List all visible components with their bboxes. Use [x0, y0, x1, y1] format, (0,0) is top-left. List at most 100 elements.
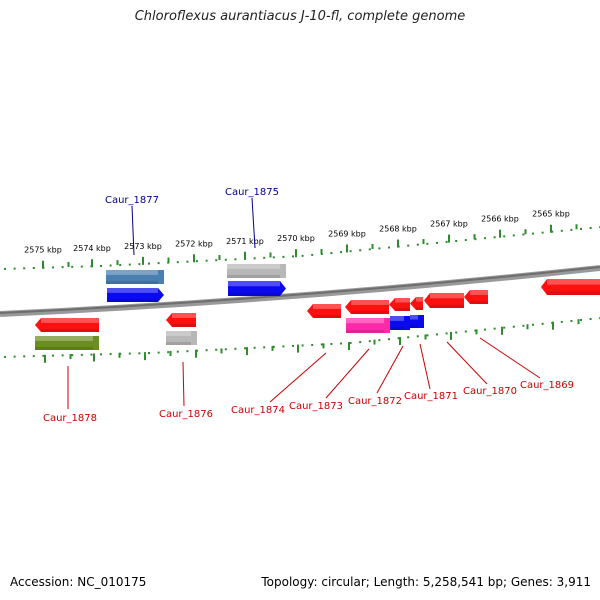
gene-label-caur-1878[interactable]: Caur_1878	[43, 413, 97, 424]
outer-major-tick	[91, 259, 93, 268]
callout-line	[182, 361, 185, 407]
outer-major-tick	[244, 251, 246, 260]
inner-minor-tick	[118, 352, 121, 358]
gene-label-caur-1876[interactable]: Caur_1876	[159, 409, 213, 420]
callout-line	[376, 345, 404, 394]
outer-minor-tick	[371, 243, 374, 249]
ruler-tick-label: 2574 kbp	[73, 244, 111, 253]
ruler-tick-label: 2569 kbp	[328, 229, 366, 238]
callout-line	[446, 341, 488, 385]
gene-caur-1875-rna[interactable]	[227, 264, 286, 278]
map-title: Chloroflexus aurantiacus J-10-fl, comple…	[134, 9, 466, 24]
genome-backbone	[0, 265, 600, 317]
gene-label-caur-1870[interactable]: Caur_1870	[463, 386, 517, 397]
inner-minor-tick	[424, 334, 427, 340]
outer-minor-tick	[473, 234, 476, 240]
inner-major-tick	[44, 354, 46, 363]
gene-label-caur-1869[interactable]: Caur_1869	[520, 380, 574, 391]
inner-major-tick	[348, 342, 350, 351]
inner-major-tick	[450, 331, 452, 340]
ruler-tick-label: 2565 kbp	[532, 210, 570, 219]
gene-label-caur-1877[interactable]: Caur_1877	[105, 195, 159, 206]
ruler-tick-label: 2571 kbp	[226, 237, 264, 246]
inner-minor-tick	[322, 343, 325, 349]
gene-label-caur-1875[interactable]: Caur_1875	[225, 187, 279, 198]
inner-major-tick	[144, 352, 146, 361]
ruler-tick-label: 2566 kbp	[481, 215, 519, 224]
gene-caur-1872-rna[interactable]	[390, 316, 410, 330]
outer-minor-tick	[218, 255, 221, 261]
outer-minor-tick	[422, 239, 425, 245]
inner-ruler	[4, 317, 600, 363]
outer-minor-tick	[524, 229, 527, 235]
inner-major-tick	[93, 353, 95, 362]
inner-minor-tick	[475, 329, 478, 335]
gene-label-caur-1873[interactable]: Caur_1873	[289, 401, 343, 412]
outer-minor-tick	[575, 224, 578, 230]
inner-major-tick	[552, 321, 554, 330]
inner-major-tick	[297, 344, 299, 353]
accession-text: Accession: NC_010175	[10, 575, 147, 589]
outer-major-tick	[346, 244, 348, 253]
gene-callouts: Caur_1878 Caur_1877 Caur_1876 Caur_1875 Caur…	[43, 187, 574, 424]
outer-minor-tick	[67, 261, 70, 267]
gene-offscreen-cds[interactable]	[541, 279, 600, 295]
inner-minor-tick	[373, 339, 376, 345]
inner-minor-tick	[271, 345, 274, 351]
gene-caur-1877-cds[interactable]	[107, 288, 164, 302]
callout-line	[479, 337, 541, 379]
outer-major-tick	[397, 239, 399, 248]
gene-caur-1871-cds[interactable]	[410, 297, 423, 310]
inner-major-tick	[399, 337, 401, 345]
outer-minor-tick	[269, 252, 272, 258]
gene-caur-1878-cds[interactable]	[35, 318, 99, 332]
outer-major-tick	[499, 229, 501, 238]
gene-label-caur-1874[interactable]: Caur_1874	[231, 405, 285, 416]
gene-caur-1870-cds[interactable]	[424, 293, 464, 308]
ruler-tick-label: 2573 kbp	[124, 242, 162, 251]
outer-major-tick	[448, 234, 450, 243]
outer-ruler: 2575 kbp 2574 kbp 2573 kbp 2572 kbp 2571 kbp…	[4, 210, 600, 270]
callout-line	[269, 352, 327, 403]
outer-minor-tick	[320, 248, 323, 254]
inner-minor-tick	[169, 350, 172, 356]
ruler-tick-label: 2570 kbp	[277, 234, 315, 243]
inner-minor-tick	[526, 324, 529, 330]
gene-caur-1874-cds[interactable]	[307, 304, 341, 318]
ruler-tick-label: 2567 kbp	[430, 220, 468, 229]
callout-line	[131, 205, 135, 256]
gene-caur-1872-cds[interactable]	[389, 298, 410, 311]
outer-major-tick	[193, 254, 195, 263]
outer-major-tick	[295, 249, 297, 258]
inner-minor-tick	[577, 319, 580, 325]
feature-track	[35, 264, 600, 350]
gene-caur-1876-cds[interactable]	[166, 313, 196, 327]
gene-caur-1873-cds[interactable]	[345, 300, 389, 314]
inner-minor-tick	[69, 354, 72, 360]
outer-major-tick	[550, 224, 552, 233]
callout-line	[325, 348, 370, 399]
gene-caur-1877-rna[interactable]	[106, 270, 164, 284]
ruler-tick-label: 2572 kbp	[175, 239, 213, 248]
outer-major-tick	[42, 260, 44, 269]
inner-major-tick	[246, 347, 248, 356]
gene-caur-1873-rna[interactable]	[346, 318, 390, 333]
outer-minor-tick	[116, 260, 119, 266]
gene-caur-1876-rna[interactable]	[166, 331, 197, 345]
gene-caur-1878-rna[interactable]	[35, 336, 99, 350]
ruler-tick-label: 2568 kbp	[379, 225, 417, 234]
outer-major-tick	[142, 256, 144, 265]
gene-caur-1869-cds[interactable]	[464, 290, 488, 304]
gene-label-caur-1872[interactable]: Caur_1872	[348, 396, 402, 407]
inner-major-tick	[195, 349, 197, 358]
inner-minor-tick	[220, 348, 223, 354]
callout-line	[419, 343, 431, 390]
gene-caur-1871-rna[interactable]	[410, 315, 424, 328]
ruler-tick-label: 2575 kbp	[24, 246, 62, 255]
gene-label-caur-1871[interactable]: Caur_1871	[404, 391, 458, 402]
gene-caur-1875-cds[interactable]	[228, 281, 286, 296]
genome-stats-text: Topology: circular; Length: 5,258,541 bp…	[261, 575, 591, 589]
outer-minor-tick	[167, 257, 170, 263]
inner-major-tick	[501, 326, 503, 335]
